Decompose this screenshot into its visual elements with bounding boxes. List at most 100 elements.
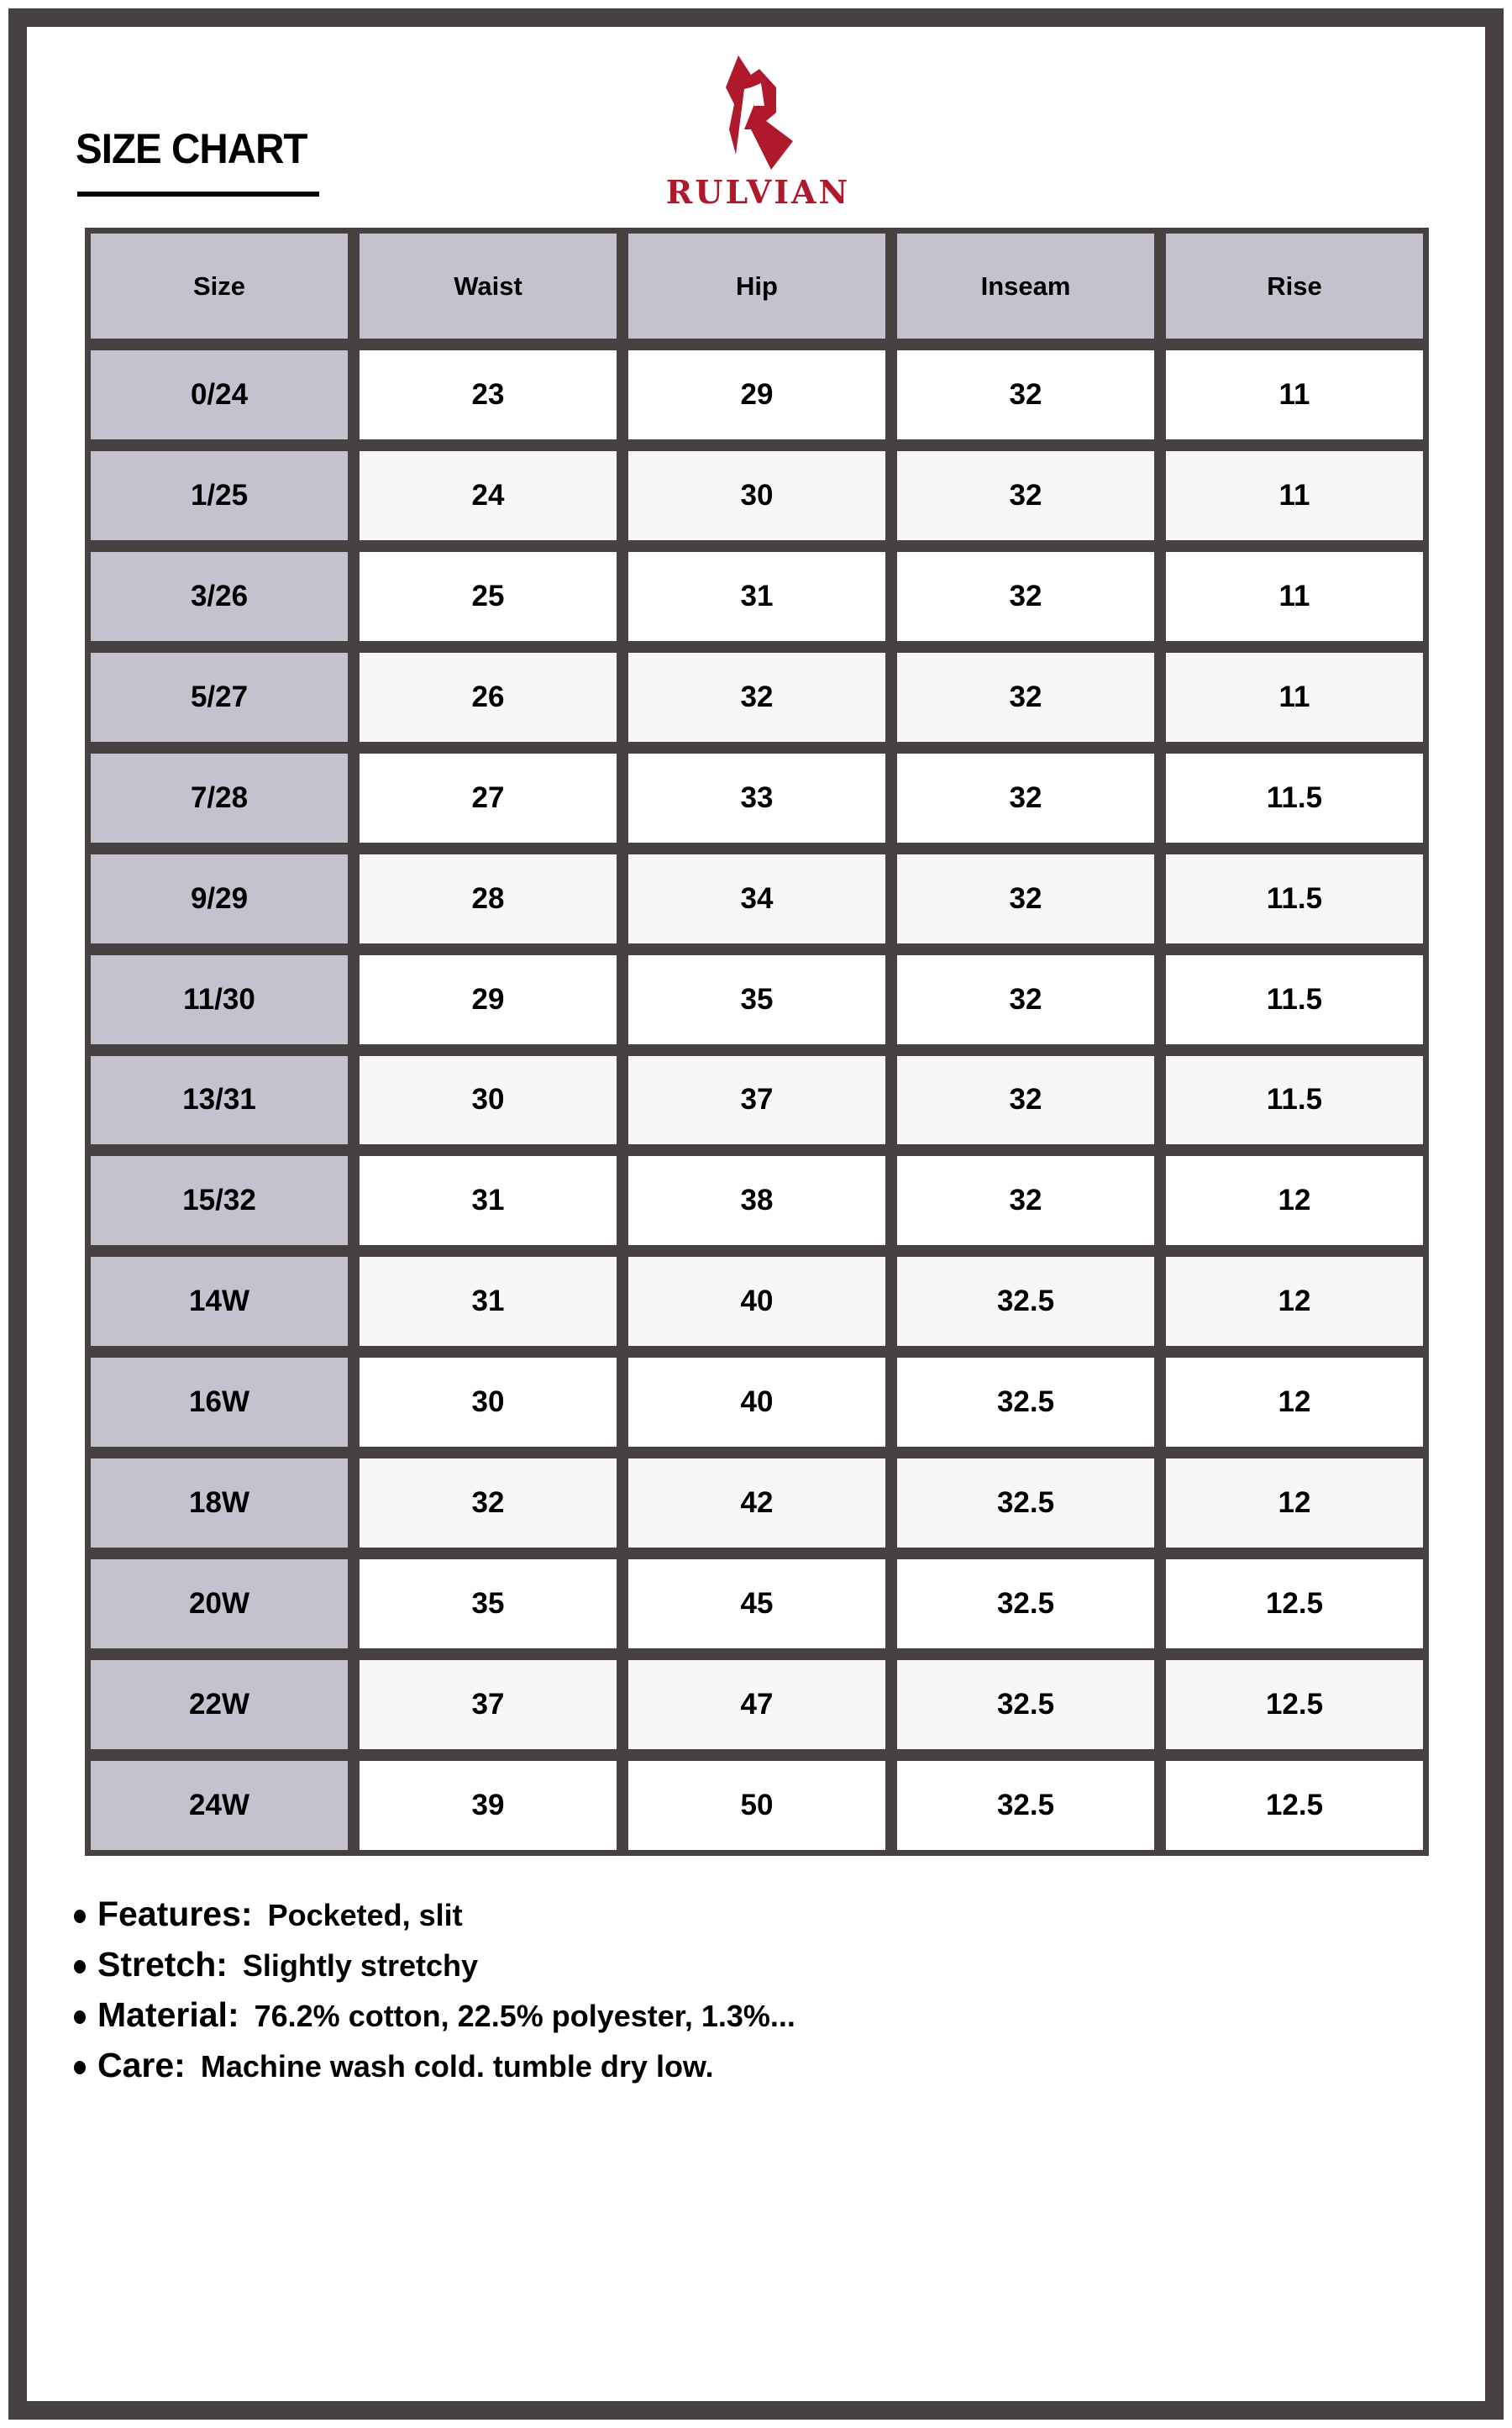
table-cell-hip: 50 xyxy=(628,1761,885,1850)
size-table: Size Waist Hip Inseam Rise 0/24 23 29 32 11 1/25 24… xyxy=(85,228,1429,1856)
table-cell-inseam: 32.5 xyxy=(897,1358,1154,1448)
brand-name: RULVIAN xyxy=(665,173,851,211)
size-label-cell: 1/25 xyxy=(91,450,348,540)
table-cell-rise: 11.5 xyxy=(1166,954,1423,1044)
spec-label: Care: xyxy=(97,2046,186,2084)
size-label-cell: 24W xyxy=(91,1761,348,1850)
table-cell-hip: 42 xyxy=(628,1458,885,1548)
size-label-cell: 11/30 xyxy=(91,954,348,1044)
r-logo-icon xyxy=(726,55,793,170)
table-cell-waist: 32 xyxy=(360,1458,617,1548)
size-label-cell: 15/32 xyxy=(91,1156,348,1246)
size-label-cell: 13/31 xyxy=(91,1055,348,1145)
size-label-cell: 9/29 xyxy=(91,854,348,943)
table-cell-waist: 27 xyxy=(360,753,617,843)
size-label-cell: 18W xyxy=(91,1458,348,1548)
table-cell-rise: 12.5 xyxy=(1166,1761,1423,1850)
table-cell-hip: 30 xyxy=(628,450,885,540)
table-cell-inseam: 32 xyxy=(897,954,1154,1044)
table-cell-rise: 11.5 xyxy=(1166,1055,1423,1145)
table-cell-inseam: 32 xyxy=(897,450,1154,540)
spec-value: 76.2% cotton, 22.5% polyester, 1.3%... xyxy=(254,1999,795,2033)
brand-logo: RULVIAN xyxy=(647,54,869,211)
table-cell-inseam: 32 xyxy=(897,350,1154,439)
column-header-waist: Waist xyxy=(360,234,617,339)
table-cell-hip: 33 xyxy=(628,753,885,843)
table-cell-inseam: 32 xyxy=(897,1156,1154,1246)
table-cell-waist: 25 xyxy=(360,551,617,641)
table-cell-hip: 34 xyxy=(628,854,885,943)
spec-label: Features: xyxy=(97,1895,253,1933)
table-cell-rise: 11.5 xyxy=(1166,854,1423,943)
spec-item: Care: Machine wash cold. tumble dry low. xyxy=(74,2046,795,2096)
table-cell-hip: 45 xyxy=(628,1559,885,1649)
table-cell-rise: 11.5 xyxy=(1166,753,1423,843)
size-label-cell: 20W xyxy=(91,1559,348,1649)
table-cell-rise: 11 xyxy=(1166,450,1423,540)
table-cell-inseam: 32.5 xyxy=(897,1257,1154,1347)
table-cell-hip: 29 xyxy=(628,350,885,439)
table-cell-rise: 11 xyxy=(1166,551,1423,641)
size-label-cell: 7/28 xyxy=(91,753,348,843)
spec-item: Stretch: Slightly stretchy xyxy=(74,1945,795,1995)
spec-label: Material: xyxy=(97,1995,239,2034)
table-cell-rise: 12 xyxy=(1166,1458,1423,1548)
table-cell-hip: 47 xyxy=(628,1660,885,1750)
table-cell-waist: 29 xyxy=(360,954,617,1044)
table-cell-rise: 12.5 xyxy=(1166,1559,1423,1649)
column-header-rise: Rise xyxy=(1166,234,1423,339)
spec-label: Stretch: xyxy=(97,1945,228,1984)
size-label-cell: 14W xyxy=(91,1257,348,1347)
size-label-cell: 16W xyxy=(91,1358,348,1448)
bullet-icon xyxy=(74,1910,86,1923)
table-cell-inseam: 32.5 xyxy=(897,1559,1154,1649)
table-cell-hip: 38 xyxy=(628,1156,885,1246)
table-cell-hip: 31 xyxy=(628,551,885,641)
table-cell-waist: 30 xyxy=(360,1358,617,1448)
table-cell-hip: 35 xyxy=(628,954,885,1044)
size-label-cell: 22W xyxy=(91,1660,348,1750)
column-header-inseam: Inseam xyxy=(897,234,1154,339)
spec-item: Material: 76.2% cotton, 22.5% polyester, … xyxy=(74,1995,795,2046)
product-specs: Features: Pocketed, slit Stretch: Slightly … xyxy=(74,1895,795,2096)
column-header-hip: Hip xyxy=(628,234,885,339)
table-cell-waist: 37 xyxy=(360,1660,617,1750)
table-cell-waist: 24 xyxy=(360,450,617,540)
table-cell-waist: 26 xyxy=(360,652,617,742)
table-cell-waist: 31 xyxy=(360,1156,617,1246)
table-cell-waist: 35 xyxy=(360,1559,617,1649)
table-cell-hip: 32 xyxy=(628,652,885,742)
table-cell-rise: 12 xyxy=(1166,1358,1423,1448)
spec-item: Features: Pocketed, slit xyxy=(74,1895,795,1945)
bullet-icon xyxy=(74,2061,86,2074)
spec-value: Pocketed, slit xyxy=(267,1898,463,1932)
table-cell-inseam: 32.5 xyxy=(897,1458,1154,1548)
bullet-icon xyxy=(74,2010,86,2024)
table-cell-inseam: 32 xyxy=(897,753,1154,843)
table-cell-waist: 28 xyxy=(360,854,617,943)
column-header-size: Size xyxy=(91,234,348,339)
table-cell-inseam: 32.5 xyxy=(897,1660,1154,1750)
bullet-icon xyxy=(74,1960,86,1973)
table-cell-rise: 12 xyxy=(1166,1156,1423,1246)
table-cell-rise: 11 xyxy=(1166,350,1423,439)
table-cell-waist: 39 xyxy=(360,1761,617,1850)
spec-value: Slightly stretchy xyxy=(242,1948,478,1983)
table-cell-inseam: 32 xyxy=(897,1055,1154,1145)
table-cell-rise: 12.5 xyxy=(1166,1660,1423,1750)
table-cell-inseam: 32 xyxy=(897,854,1154,943)
table-cell-rise: 12 xyxy=(1166,1257,1423,1347)
title-underline xyxy=(77,192,319,197)
size-label-cell: 3/26 xyxy=(91,551,348,641)
table-cell-inseam: 32 xyxy=(897,551,1154,641)
table-cell-waist: 30 xyxy=(360,1055,617,1145)
table-cell-inseam: 32 xyxy=(897,652,1154,742)
table-cell-hip: 37 xyxy=(628,1055,885,1145)
table-cell-waist: 23 xyxy=(360,350,617,439)
page-title: SIZE CHART xyxy=(76,125,307,172)
spec-value: Machine wash cold. tumble dry low. xyxy=(200,2049,714,2084)
table-cell-rise: 11 xyxy=(1166,652,1423,742)
size-label-cell: 0/24 xyxy=(91,350,348,439)
table-cell-waist: 31 xyxy=(360,1257,617,1347)
table-cell-inseam: 32.5 xyxy=(897,1761,1154,1850)
